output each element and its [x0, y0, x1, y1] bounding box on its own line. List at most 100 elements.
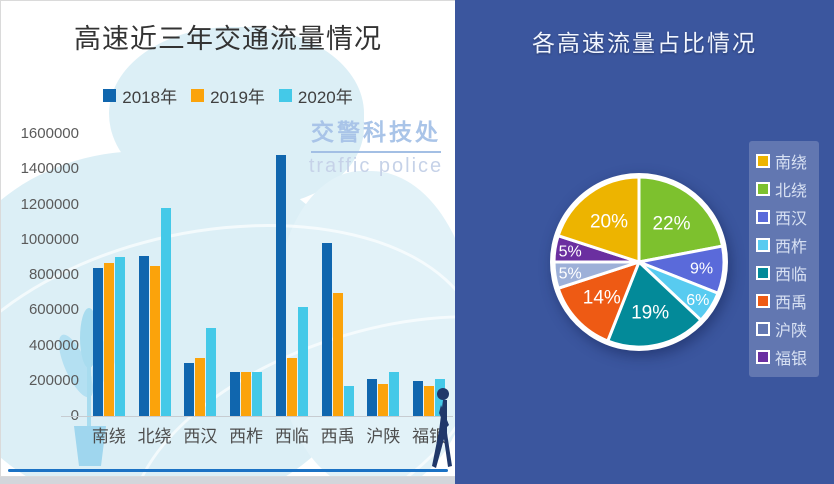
bar-group-西禹	[315, 134, 361, 416]
bar-南绕-2020年[interactable]	[114, 257, 125, 416]
bar-西汉-2019年[interactable]	[195, 358, 206, 416]
bar-北绕-2019年[interactable]	[149, 266, 160, 416]
bar-chart-legend: 2018年 2019年 2020年	[1, 83, 455, 108]
bar-沪陕-2018年[interactable]	[367, 379, 378, 416]
pie-legend-label: 西汉	[775, 211, 808, 228]
pie-legend-swatch	[756, 322, 770, 336]
bar-福银-2019年[interactable]	[424, 386, 435, 416]
bar-西柞-2018年[interactable]	[230, 372, 241, 416]
bar-西临-2019年[interactable]	[286, 358, 297, 416]
pie-svg: 22%9%6%19%14%5%5%20%	[550, 173, 728, 351]
pie-legend-item-沪陕[interactable]: 沪陕	[756, 315, 819, 343]
pie-legend-item-西禹[interactable]: 西禹	[756, 287, 819, 315]
pie-legend-item-西临[interactable]: 西临	[756, 259, 819, 287]
pie-chart: 22% 9% 6% 19% 14% 5% 5% 20%	[547, 170, 731, 354]
legend-item-2019年[interactable]: 2019年	[191, 83, 265, 108]
legend-swatch	[191, 89, 205, 102]
pie-slice-label-西禹: 14%	[583, 288, 621, 309]
pie-legend-label: 西临	[775, 267, 808, 284]
bar-北绕-2020年[interactable]	[160, 208, 171, 416]
pie-legend-label: 沪陕	[775, 323, 808, 340]
legend-item-2020年[interactable]: 2020年	[278, 83, 353, 108]
x-axis-label-西禹: 西禹	[320, 427, 355, 446]
pie-legend-label: 北绕	[775, 183, 808, 200]
bar-西禹-2018年[interactable]	[321, 243, 332, 416]
pie-legend-label: 福银	[775, 351, 808, 368]
y-axis-tick-label: 1000000	[20, 230, 79, 248]
bar-group-南绕	[86, 134, 132, 416]
pie-chart-title: 各高速流量占比情况	[532, 30, 757, 56]
bar-西汉-2018年[interactable]	[184, 363, 195, 416]
pie-legend-label: 西禹	[775, 295, 808, 312]
legend-swatch	[278, 89, 292, 102]
pie-legend-swatch	[756, 210, 770, 224]
bar-北绕-2018年[interactable]	[138, 256, 149, 416]
bottom-accent-line	[8, 469, 448, 472]
y-axis-tick-label: 600000	[28, 301, 79, 319]
bar-西柞-2020年[interactable]	[252, 372, 263, 416]
bar-西禹-2019年[interactable]	[332, 293, 343, 416]
pie-legend-item-北绕[interactable]: 北绕	[756, 175, 819, 203]
bar-沪陕-2019年[interactable]	[378, 384, 389, 416]
bar-西汉-2020年[interactable]	[206, 328, 217, 416]
bar-chart-title: 高速近三年交通流量情况	[74, 24, 382, 54]
bar-group-西柞	[223, 134, 269, 416]
bar-南绕-2018年[interactable]	[92, 268, 103, 416]
x-axis-label-南绕: 南绕	[91, 427, 126, 446]
pie-slice-南绕[interactable]	[556, 175, 641, 264]
bar-沪陕-2020年[interactable]	[389, 372, 400, 416]
x-axis-line	[61, 416, 453, 417]
pie-legend-swatch	[756, 294, 770, 308]
bar-西临-2020年[interactable]	[297, 307, 308, 416]
legend-label: 2019年	[210, 88, 265, 107]
pie-slice-label-北绕: 22%	[652, 213, 690, 234]
pie-legend: 南绕北绕西汉西柞西临西禹沪陕福银	[749, 141, 819, 377]
pie-slice-label-西汉: 9%	[690, 261, 713, 278]
y-axis-tick-label: 200000	[28, 371, 79, 389]
watermark-cn: 交警科技处	[311, 113, 441, 153]
pie-legend-label: 南绕	[775, 155, 808, 172]
bar-group-沪陕	[361, 134, 407, 416]
pie-legend-label: 西柞	[775, 239, 808, 256]
y-axis-tick-label: 400000	[28, 336, 79, 354]
y-axis-tick-label: 0	[1, 407, 79, 424]
bar-西柞-2019年[interactable]	[241, 372, 252, 416]
person-illustration	[432, 388, 452, 468]
legend-label: 2018年	[122, 88, 178, 107]
pie-chart-panel: 各高速流量占比情况 22% 9% 6% 19% 14% 5% 5% 20% 南绕 北绕 西汉 西柞西…	[455, 0, 834, 484]
bar-西禹-2020年[interactable]	[343, 386, 354, 416]
decor-blob	[109, 27, 364, 207]
pie-legend-swatch	[756, 182, 770, 196]
bar-福银-2018年[interactable]	[413, 381, 424, 416]
bar-plot-area	[86, 134, 452, 416]
bar-南绕-2019年[interactable]	[103, 263, 114, 416]
pie-legend-swatch	[756, 238, 770, 252]
x-axis-label-沪陕: 沪陕	[366, 427, 401, 446]
bar-chart-panel: 高速近三年交通流量情况 2018年 2019年 2020年 交警科技处 traffi…	[0, 0, 456, 477]
y-axis-tick-label: 1200000	[20, 195, 79, 213]
x-axis-label-西柞: 西柞	[229, 427, 264, 446]
pie-legend-item-西汉[interactable]: 西汉	[756, 203, 819, 231]
pie-legend-swatch	[756, 154, 770, 168]
pie-legend-item-西柞[interactable]: 西柞	[756, 231, 819, 259]
y-axis-tick-label: 800000	[28, 266, 79, 283]
x-axis-label-西汉: 西汉	[183, 427, 218, 446]
pie-slice-label-南绕: 20%	[590, 211, 628, 232]
pie-legend-item-南绕[interactable]: 南绕	[756, 147, 819, 175]
x-axis-label-西临: 西临	[274, 427, 309, 446]
pie-slice-北绕[interactable]	[637, 175, 724, 264]
pie-slice-label-西柞: 6%	[686, 292, 709, 309]
bar-group-西临	[269, 134, 315, 416]
pie-legend-item-福银[interactable]: 福银	[756, 343, 819, 371]
legend-item-2018年[interactable]: 2018年	[103, 83, 177, 108]
bar-西临-2018年[interactable]	[275, 155, 286, 416]
pie-legend-swatch	[756, 350, 770, 364]
bar-group-西汉	[178, 134, 224, 416]
bar-group-福银	[406, 134, 452, 416]
pie-slice-label-沪陕: 5%	[559, 266, 582, 283]
y-axis-tick-label: 1400000	[20, 160, 79, 178]
pie-slice-label-福银: 5%	[559, 244, 582, 261]
legend-label: 2020年	[297, 88, 353, 107]
x-axis-label-北绕: 北绕	[137, 427, 172, 446]
